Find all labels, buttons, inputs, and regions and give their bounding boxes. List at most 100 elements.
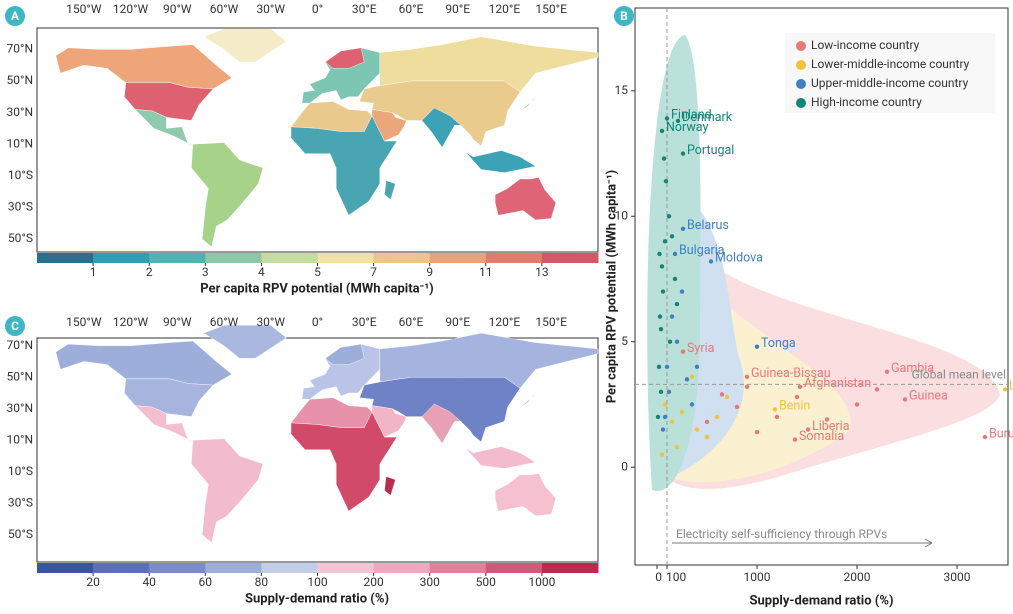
colorbar-tick-label: 40 [142,575,156,589]
arrow-annotation: Electricity self-sufficiency through RPV… [676,527,887,541]
colorbar-swatch [37,563,94,573]
country-region [371,405,407,438]
point-label: Moldova [715,251,763,266]
point [664,364,670,369]
country-region [191,142,264,248]
point [824,417,830,422]
point [902,397,908,402]
point-label: Syria [687,341,715,356]
colorbar-swatch [485,563,543,573]
lon-label: 120°E [489,315,521,329]
lat-label: 30°N [6,401,33,415]
lon-label: 60°E [399,2,424,16]
point [655,414,661,420]
point [656,364,662,369]
point [679,409,685,415]
lon-label: 90°E [445,315,470,329]
point [674,339,680,344]
legend-label: Lower-middle-income country [811,57,970,71]
point [660,289,666,294]
lon-label: 90°E [445,2,470,16]
lon-label: 120°W [113,2,149,16]
point-label: Somalia [799,429,844,444]
point [805,427,811,432]
point [667,339,673,344]
lon-label: 90°W [163,2,192,16]
colorbar-tick-label: 80 [255,575,269,589]
point [680,151,686,156]
legend-label: High-income country [811,95,922,109]
point-label: Belarus [687,218,729,233]
point [754,344,760,349]
country-region [203,325,287,359]
lat-label: 10°S [8,168,33,182]
lon-label: 60°W [210,315,239,329]
country-region [465,150,537,173]
colorbar-tick-label: 200 [363,575,383,589]
country-region [324,47,365,69]
colorbar-swatch [541,563,599,573]
country-region [134,405,197,444]
country-region [124,82,214,121]
point-label: Norway [666,120,708,135]
colorbar-swatch [37,253,94,263]
point-label: Gambia [891,361,934,376]
country-region [519,90,541,112]
lon-label: 30°W [256,2,285,16]
lat-label: 50°N [6,73,33,87]
country-region [494,177,557,221]
point [669,234,675,239]
lat-label: 50°N [6,369,33,383]
country-region [124,378,214,417]
point [658,326,664,332]
point [874,387,880,392]
point-label: Finland [671,108,712,123]
point [772,407,778,412]
colorbar-tick-label: 100 [307,575,327,589]
lon-label: 60°E [399,315,424,329]
point [657,314,663,319]
country-region [290,411,398,512]
colorbar-tick-label: 2 [146,265,153,279]
lat-label: 10°N [6,136,33,150]
point [794,394,800,400]
colorbar-tick-label: 300 [420,575,440,589]
legend-swatch [796,79,806,89]
country-region [384,180,396,200]
country-region [324,343,365,365]
x-tick-label: 2000 [844,570,871,584]
map-c: 150°W 120°W 90°W 60°W 30°W 0° 30°E 60°E 90°E 120°… [5,315,599,606]
lon-label: 150°E [535,2,567,16]
colorbar-swatch [429,563,487,573]
country-region [134,109,197,148]
country-region [421,107,462,148]
point [680,349,686,354]
panel-label: A [11,9,20,23]
country-region [290,115,398,216]
colorbar-tick-label: 4 [258,265,265,279]
lon-label: 30°W [256,315,285,329]
point [774,414,780,420]
point [674,444,680,450]
point [672,251,678,257]
x-tick-label: 100 [666,570,686,584]
panel-label: B [620,9,628,23]
colorbar-tick-label: 11 [479,265,493,279]
lon-label: 150°W [66,315,102,329]
y-tick-label: 10 [615,208,629,222]
point-label: Benin [779,399,810,414]
point-label: Afghanistan [804,376,871,391]
colorbar-swatch [373,253,431,263]
point [754,429,760,435]
point [679,289,685,294]
point [744,384,750,390]
point [666,389,672,395]
colorbar-swatch [149,563,206,573]
point [884,369,890,375]
colorbar-swatch [93,563,150,573]
country-region [371,109,407,142]
x-tick-label: 3000 [944,570,971,584]
colorbar-tick-label: 500 [476,575,496,589]
arrow-head [924,538,933,548]
point [663,178,669,184]
